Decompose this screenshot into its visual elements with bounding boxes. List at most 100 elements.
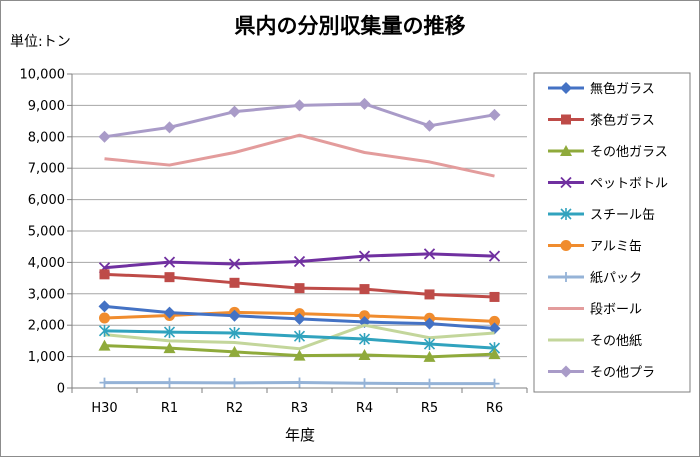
- data-point: [163, 256, 176, 268]
- legend-item: ペットボトル: [548, 177, 668, 192]
- x-tick-label: R3: [291, 401, 308, 416]
- series-line: [104, 323, 495, 351]
- data-point: [424, 378, 435, 389]
- data-point: [164, 377, 175, 388]
- data-point: [229, 377, 240, 388]
- data-point: [228, 327, 241, 340]
- x-tick-label: R5: [421, 401, 438, 416]
- data-point: [294, 283, 305, 294]
- data-point: [489, 315, 500, 327]
- legend-item: 茶色ガラス: [548, 113, 655, 129]
- y-tick-label: 2,000: [28, 319, 65, 334]
- data-point: [358, 349, 371, 361]
- data-point: [359, 284, 370, 295]
- series-4: [98, 248, 501, 274]
- data-point: [358, 97, 371, 110]
- axes: [67, 73, 528, 393]
- data-point: [423, 338, 436, 351]
- x-axis-label: 年度: [285, 426, 315, 444]
- legend-marker: [560, 240, 572, 251]
- y-axis-tick-labels: 0 1,000 2,000 3,000 4,000 5,000 6,000 7,000 8,00…: [20, 68, 66, 397]
- data-point: [99, 312, 110, 324]
- data-point: [98, 339, 111, 351]
- x-tick-label: R1: [161, 401, 178, 416]
- y-tick-label: 5,000: [28, 225, 65, 240]
- data-point: [98, 324, 111, 337]
- legend-label: アルミ缶: [590, 240, 642, 255]
- x-tick-label: R2: [226, 401, 243, 416]
- data-point: [163, 306, 176, 319]
- chart-title: 県内の分別収集量の推移: [235, 14, 466, 38]
- legend-label: その他プラ: [590, 366, 655, 381]
- data-point: [423, 248, 436, 260]
- legend-marker: [560, 82, 572, 94]
- legend-marker: [561, 114, 571, 125]
- legend: 無色ガラス茶色ガラスその他ガラスペットボトルスチール缶アルミ缶紙パック段ボールそ…: [548, 81, 668, 381]
- data-point: [489, 291, 500, 302]
- data-point: [293, 349, 306, 361]
- x-tick-label: H30: [91, 401, 117, 416]
- legend-label: スチール缶: [590, 208, 655, 223]
- data-point: [228, 258, 241, 270]
- data-point: [98, 130, 111, 143]
- legend-label: 紙パック: [590, 271, 642, 286]
- data-point: [424, 289, 435, 300]
- x-tick-label: R4: [356, 401, 373, 416]
- legend-item: アルミ缶: [548, 240, 642, 255]
- y-tick-label: 3,000: [28, 287, 65, 302]
- unit-label: 単位:トン: [10, 34, 71, 50]
- series-10: [98, 97, 501, 143]
- y-tick-label: 4,000: [28, 256, 65, 271]
- data-point: [423, 317, 436, 330]
- y-tick-label: 0: [57, 382, 65, 397]
- data-point: [293, 330, 306, 343]
- series-9: [104, 323, 495, 351]
- data-point: [423, 350, 436, 362]
- legend-marker: [560, 145, 572, 156]
- legend-item: その他紙: [548, 334, 642, 349]
- data-point: [163, 326, 176, 339]
- data-point: [359, 310, 370, 322]
- series-8: [104, 133, 495, 178]
- legend-item: スチール缶: [548, 208, 655, 223]
- legend-item: 紙パック: [548, 271, 642, 286]
- data-point: [358, 333, 371, 346]
- data-point: [164, 272, 175, 283]
- data-point: [488, 348, 501, 360]
- data-point: [359, 378, 370, 389]
- y-tick-label: 8,000: [28, 130, 65, 145]
- data-point: [488, 108, 501, 121]
- data-point: [228, 345, 241, 357]
- series-1: [98, 300, 501, 335]
- data-point: [228, 309, 241, 322]
- legend-marker: [560, 365, 572, 378]
- data-point: [293, 255, 306, 268]
- data-point: [163, 121, 176, 134]
- series-2: [99, 269, 500, 302]
- data-point: [99, 269, 110, 280]
- data-point: [358, 250, 371, 262]
- series-line: [104, 133, 495, 178]
- legend-label: 茶色ガラス: [590, 113, 655, 129]
- data-point: [293, 99, 306, 112]
- data-point: [98, 300, 111, 313]
- data-point: [228, 105, 241, 118]
- x-axis-tick-labels: H30 R1 R2 R3 R4 R5 R6: [91, 401, 503, 416]
- legend-marker: [560, 208, 572, 220]
- series-3: [98, 339, 501, 362]
- series-lines: [98, 97, 501, 389]
- data-point: [488, 250, 501, 262]
- data-point: [423, 119, 436, 132]
- y-tick-label: 7,000: [28, 162, 65, 177]
- x-tick-label: R6: [486, 401, 503, 416]
- legend-marker: [561, 272, 571, 282]
- y-tick-label: 9,000: [28, 99, 65, 114]
- legend-label: 無色ガラス: [590, 81, 655, 97]
- legend-label: その他ガラス: [590, 145, 668, 160]
- legend-item: その他プラ: [548, 365, 655, 381]
- data-point: [99, 377, 110, 388]
- y-tick-label: 6,000: [28, 193, 65, 208]
- data-point: [293, 312, 306, 325]
- data-point: [229, 277, 240, 288]
